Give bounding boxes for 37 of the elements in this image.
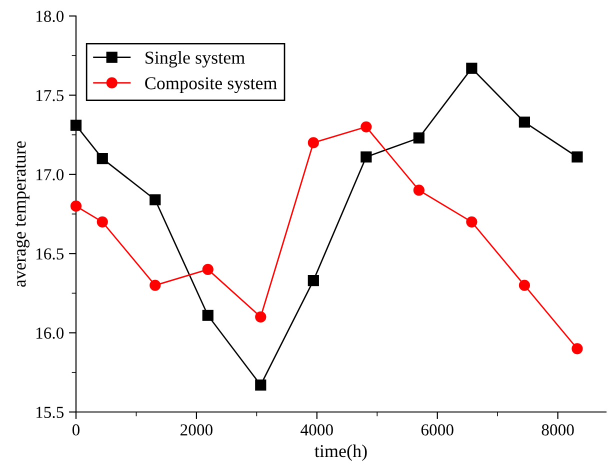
point (70, 200, 82, 212)
y-tick-label: 15.5 (36, 406, 64, 418)
point (150, 194, 161, 206)
point (413, 132, 424, 144)
point (360, 151, 372, 163)
y-tick-label: 16.0 (36, 328, 64, 339)
point (308, 274, 319, 286)
point (255, 311, 266, 323)
point (466, 216, 478, 228)
point (202, 310, 214, 321)
x-tick-label: 6000 (421, 424, 454, 436)
point (360, 121, 372, 132)
point (308, 137, 319, 148)
x-tick-label: 4000 (300, 424, 333, 436)
point (96, 216, 108, 228)
point (466, 62, 478, 74)
legend-label: Single system (146, 51, 245, 68)
point (255, 380, 266, 391)
point (96, 153, 108, 164)
x-axis-title: time(h) (314, 444, 367, 461)
point (150, 280, 161, 291)
y-tick-label: 17.0 (36, 169, 64, 180)
y-tick-label: 16.5 (36, 248, 64, 260)
legend-label: Composite system (145, 77, 278, 94)
point (572, 343, 583, 354)
y-tick-label: 17.5 (36, 90, 64, 102)
x-tick-label: 2000 (180, 424, 212, 436)
x-tick-label: 0 (72, 424, 80, 436)
y-axis-title: average temperature (15, 141, 30, 287)
point (202, 264, 214, 275)
point (518, 116, 530, 128)
point (413, 184, 424, 196)
point (70, 120, 82, 131)
x-tick-label: 8000 (542, 424, 574, 436)
point (572, 151, 583, 163)
y-tick-label: 18.0 (36, 10, 64, 22)
point (518, 280, 530, 291)
